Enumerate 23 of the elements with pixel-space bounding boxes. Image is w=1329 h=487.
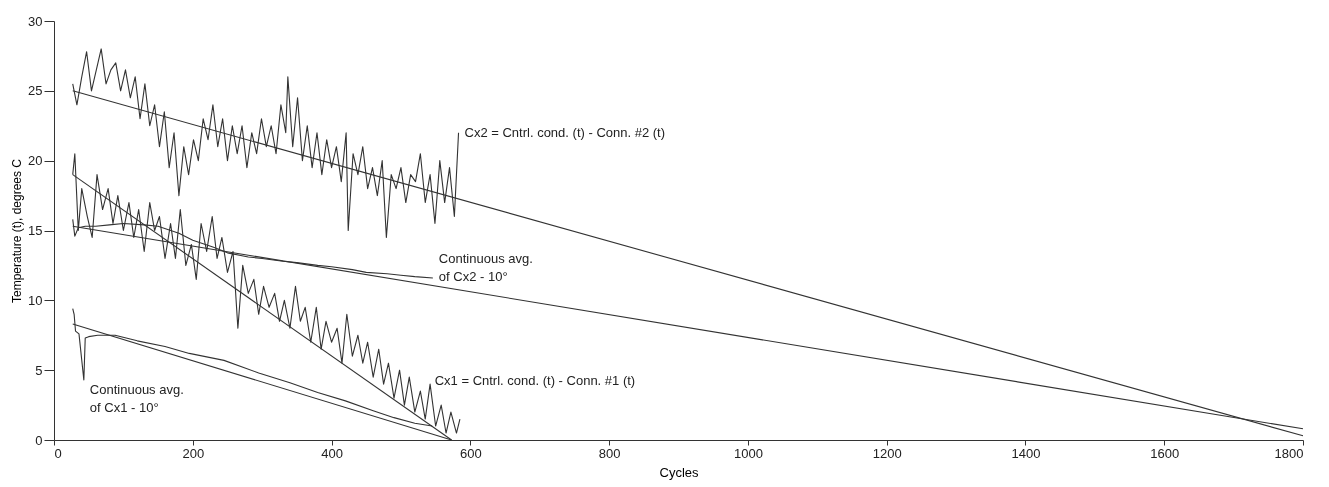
x-tick-label: 200	[182, 445, 205, 461]
y-tick-label: 10	[28, 292, 43, 308]
x-tick-label: 400	[321, 445, 343, 461]
y-tick-label: 20	[28, 153, 43, 169]
x-tick-label: 1600	[1150, 445, 1180, 461]
annotation: Cx2 = Cntrl. cond. (t) - Conn. #2 (t)	[464, 124, 666, 140]
annotation: Continuous avg. of Cx1 - 10°	[89, 381, 184, 415]
y-tick-label: 0	[35, 432, 43, 448]
x-tick-label: 1000	[733, 445, 763, 461]
y-tick-label: 5	[35, 362, 43, 378]
annotation: Cx1 = Cntrl. cond. (t) - Conn. #1 (t)	[434, 373, 636, 389]
annotation: Continuous avg. of Cx2 - 10°	[438, 250, 533, 284]
x-tick-label: 1400	[1011, 445, 1041, 461]
x-tick-label: 800	[598, 445, 621, 461]
x-tick-label: 1800	[1274, 445, 1304, 461]
x-tick-label: 1200	[872, 445, 902, 461]
y-tick-label: 15	[28, 223, 43, 238]
y-axis-title: Temperature (t), degrees C	[10, 158, 25, 304]
y-tick-label: 25	[28, 83, 43, 99]
y-tick-label: 30	[28, 13, 43, 29]
x-axis-title: Cycles	[659, 464, 699, 480]
x-tick-label: 0	[54, 445, 62, 461]
x-tick-label: 600	[459, 445, 482, 461]
